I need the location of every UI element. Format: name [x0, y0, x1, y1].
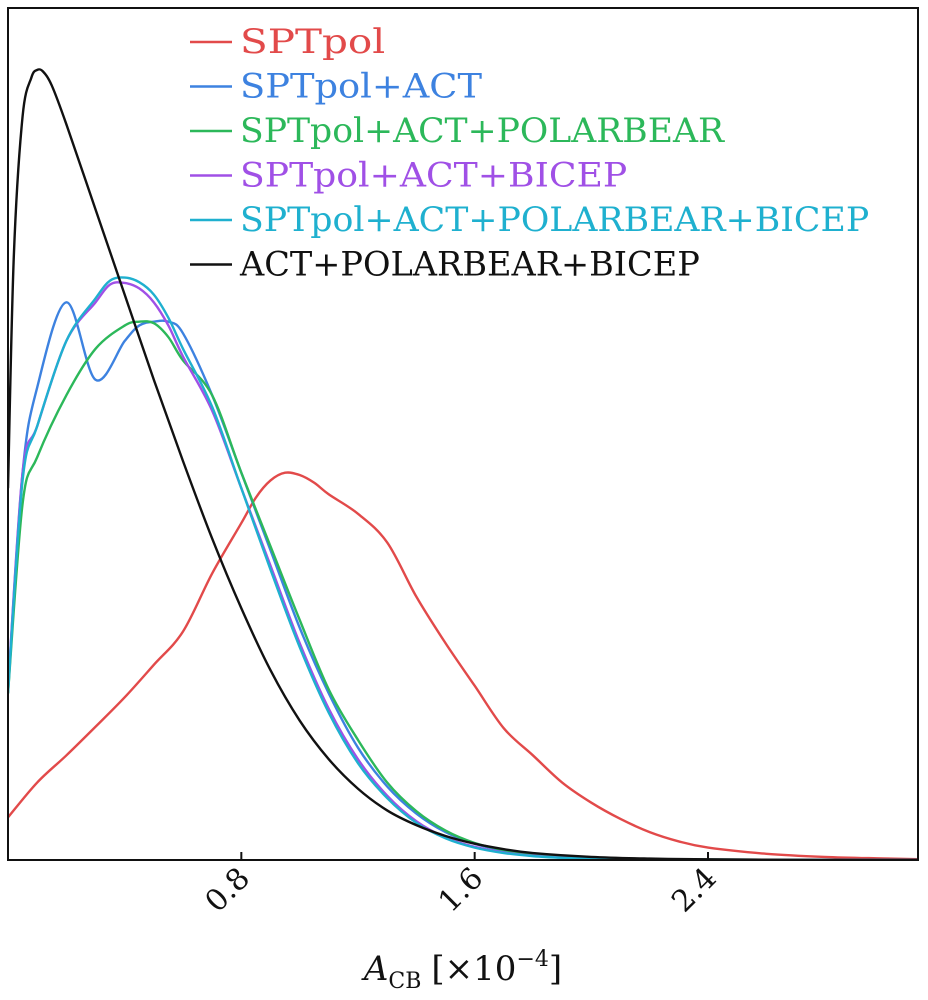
legend-label-3: SPTpol+ACT+BICEP	[240, 156, 627, 196]
x-axis-label-subscript: CB	[388, 969, 421, 994]
plot-frame	[7, 7, 919, 861]
legend-label-4: SPTpol+ACT+POLARBEAR+BICEP	[240, 200, 869, 240]
legend-label-1: SPTpol+ACT	[240, 67, 482, 107]
x-axis-label-unit-prefix: [×10	[431, 949, 516, 989]
legend-label-2: SPTpol+ACT+POLARBEAR	[240, 111, 725, 151]
x-axis-label: ACB [×10−4]	[361, 947, 562, 994]
x-axis-label-symbol: A	[361, 949, 389, 989]
x-axis-label-unit-exponent: −4	[516, 947, 548, 972]
series-layer	[8, 68, 918, 860]
legend-label-5: ACT+POLARBEAR+BICEP	[239, 245, 700, 285]
legend-label-0: SPTpol	[240, 22, 385, 62]
series-line-0	[8, 471, 918, 860]
x-axis-label-unit-suffix: ]	[549, 949, 562, 989]
series-line-5	[8, 68, 918, 860]
series-line-4	[8, 276, 918, 860]
